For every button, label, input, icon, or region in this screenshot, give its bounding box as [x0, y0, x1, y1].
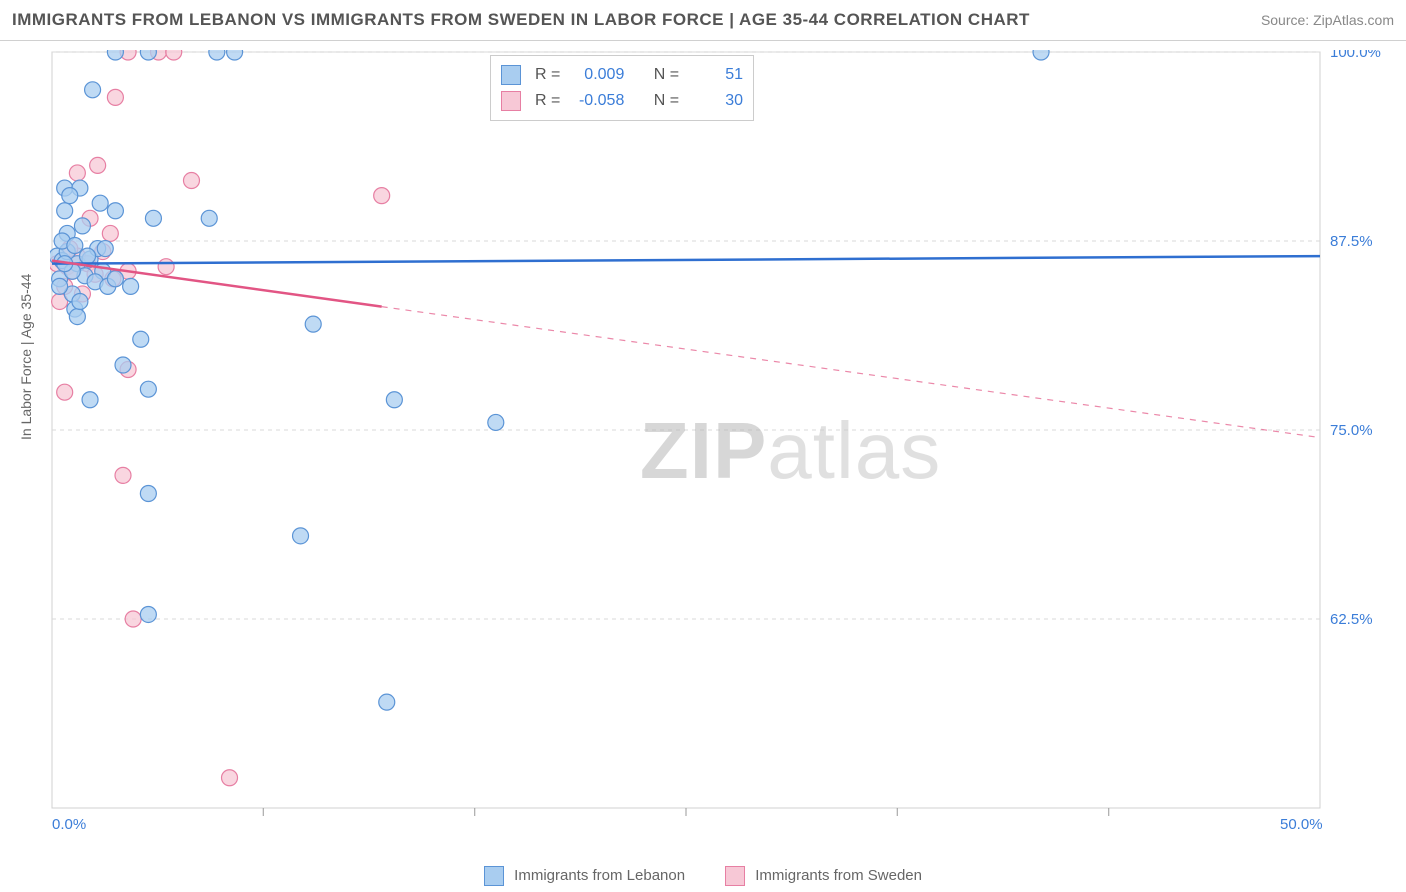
legend-label-lebanon: Immigrants from Lebanon [514, 867, 685, 884]
correlation-legend-row: R =-0.058 N =30 [501, 88, 743, 114]
legend-item-sweden: Immigrants from Sweden [725, 866, 922, 886]
svg-text:75.0%: 75.0% [1330, 422, 1373, 439]
plot-area: 62.5%75.0%87.5%100.0% ZIPatlas R =0.009 … [50, 50, 1390, 840]
x-axis-max-label: 50.0% [1280, 816, 1323, 833]
x-axis-min-label: 0.0% [52, 816, 86, 833]
chart-title: IMMIGRANTS FROM LEBANON VS IMMIGRANTS FR… [12, 10, 1030, 30]
svg-text:62.5%: 62.5% [1330, 611, 1373, 628]
legend-swatch-lebanon [484, 866, 504, 886]
legend-label-sweden: Immigrants from Sweden [755, 867, 922, 884]
correlation-legend: R =0.009 N =51R =-0.058 N =30 [490, 55, 754, 121]
chart-container: IMMIGRANTS FROM LEBANON VS IMMIGRANTS FR… [0, 0, 1406, 892]
svg-text:100.0%: 100.0% [1330, 50, 1381, 61]
series-legend: Immigrants from Lebanon Immigrants from … [0, 866, 1406, 886]
svg-text:87.5%: 87.5% [1330, 233, 1373, 250]
chart-svg: 62.5% 75.0% 87.5% 100.0% [50, 50, 1390, 840]
legend-swatch [501, 65, 521, 85]
title-bar: IMMIGRANTS FROM LEBANON VS IMMIGRANTS FR… [0, 0, 1406, 41]
correlation-legend-row: R =0.009 N =51 [501, 62, 743, 88]
legend-swatch [501, 91, 521, 111]
y-axis-label: In Labor Force | Age 35-44 [18, 274, 34, 440]
legend-item-lebanon: Immigrants from Lebanon [484, 866, 685, 886]
source-label: Source: ZipAtlas.com [1261, 12, 1394, 28]
legend-swatch-sweden [725, 866, 745, 886]
